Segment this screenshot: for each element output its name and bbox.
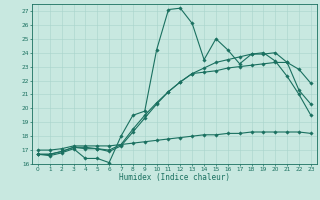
- X-axis label: Humidex (Indice chaleur): Humidex (Indice chaleur): [119, 173, 230, 182]
